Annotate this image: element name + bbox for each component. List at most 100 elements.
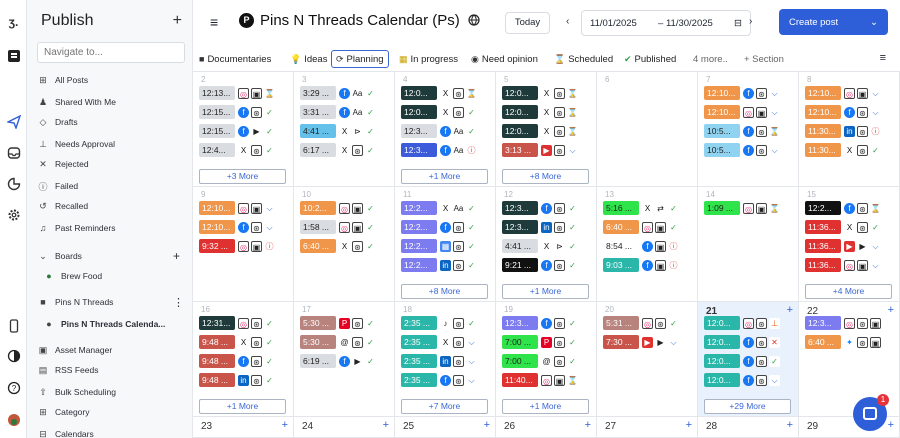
post-item[interactable]: 12:3... f Aa ✓	[401, 124, 477, 138]
post-item[interactable]: 4:41 ... X ⊳ ✓	[502, 239, 578, 253]
post-item[interactable]: 11:36... X ⊛ ✓	[805, 220, 881, 234]
add-board-button[interactable]: +	[173, 249, 181, 263]
tab-5[interactable]: ◉ Need opinion	[471, 50, 538, 68]
add-post-day-button[interactable]: +	[887, 304, 894, 316]
tab-6[interactable]: ⌛ Scheduled	[554, 50, 613, 68]
next-month-icon[interactable]: ›	[749, 16, 753, 27]
post-item[interactable]: 2:35 ... in ⊛ ⌵	[401, 354, 477, 368]
help-icon[interactable]: ?	[6, 380, 21, 395]
calendar-day[interactable]: 18 2:35 ... ♪ ⊛ ✓ 2:35 ... X ⊛ ⌵ 2:35 ... in ⊛ ⌵ 2:35…	[395, 302, 496, 417]
sidebar-item-12[interactable]: ● Pins N Threads Calenda...	[43, 316, 193, 332]
calendar-day[interactable]: 16 12:31... ◎ ⊛ ✓ 9:48 ... X ⊛ ✓ 9:48 ... f ⊛ ✓ 9:48 …	[193, 302, 294, 417]
settings-icon[interactable]	[6, 207, 21, 222]
add-post-day-button[interactable]: +	[584, 419, 591, 431]
sidebar-item-8[interactable]: ♫ Past Reminders	[37, 220, 187, 236]
sidebar-item-15[interactable]: ⇧ Bulk Scheduling	[37, 384, 187, 400]
date-range-picker[interactable]: 11/01/2025 – 11/30/2025 ⊟	[581, 10, 751, 36]
filter-icon[interactable]: ≡	[879, 52, 886, 64]
add-post-day-button[interactable]: +	[483, 419, 490, 431]
post-item[interactable]: 9:03 ... f ▣ ⓘ	[603, 258, 679, 272]
post-item[interactable]: 6:17 ... X ⊛ ✓	[300, 143, 376, 157]
more-options-icon[interactable]: ⋮	[173, 296, 184, 309]
post-item[interactable]: 4:41 ... X ⊳ ✓	[300, 124, 376, 138]
post-item[interactable]: 10:5... f ⊛ ⌵	[704, 143, 780, 157]
post-item[interactable]: 12:0... X ⊛ ✓	[401, 105, 477, 119]
sidebar-item-16[interactable]: ⊞ Category	[37, 404, 187, 420]
post-item[interactable]: 11:40... ◎ ▣ ⌛	[502, 373, 578, 387]
post-item[interactable]: 9:48 ... f ⊛ ✓	[199, 354, 275, 368]
post-item[interactable]: 12:15... f ⊛ ✓	[199, 105, 275, 119]
more-posts-button[interactable]: +3 More	[199, 169, 286, 184]
post-item[interactable]: 12:3... f ⊛ ✓	[502, 316, 578, 330]
post-item[interactable]: 6:40 ... ✦ ⊛ ▣	[805, 335, 881, 349]
post-item[interactable]: 5:16 ... X ⇄ ✓	[603, 201, 679, 215]
add-post-day-button[interactable]: +	[685, 419, 692, 431]
calendar-day[interactable]: 2 12:13... ◎ ▣ ⌛ 12:15... f ⊛ ✓ 12:15... f ▶ ✓ 12:4..…	[193, 72, 294, 187]
add-post-day-button[interactable]: +	[887, 419, 894, 431]
post-item[interactable]: 7:00 ... P ⊛ ✓	[502, 335, 578, 349]
post-item[interactable]: 12:10... ◎ ▣ ⌵	[805, 86, 881, 100]
more-posts-button[interactable]: +1 More	[502, 284, 589, 299]
calendar-day[interactable]: 12 12:3... f ⊛ ✓ 12:3... in ⊛ ✓ 4:41 ... X ⊳ ✓ 9:21 .…	[496, 187, 597, 302]
post-item[interactable]: 12:10... ◎ ▣ ⌵	[704, 105, 780, 119]
workspace-icon[interactable]	[6, 48, 21, 63]
prev-month-icon[interactable]: ‹	[566, 16, 570, 27]
calendar-day[interactable]: 25 +	[395, 417, 496, 438]
chevron-down-icon[interactable]: ⌄	[870, 17, 878, 28]
add-button[interactable]: +	[172, 12, 182, 29]
calendar-day[interactable]: 27 +	[597, 417, 698, 438]
post-item[interactable]: 12:3... ◎ ⊛ ▣	[805, 316, 881, 330]
more-posts-button[interactable]: +8 More	[502, 169, 589, 184]
sidebar-item-9[interactable]: ⌄ Boards	[37, 248, 187, 264]
tab-8[interactable]: 4 more..	[693, 50, 728, 68]
post-item[interactable]: 12:0... X ⊛ ⌛	[502, 86, 578, 100]
calendar-day[interactable]: 3 3:29 ... f Aa ✓ 3:31 ... f Aa ✓ 4:41 ... X ⊳ ✓ 6:17…	[294, 72, 395, 187]
theme-toggle-icon[interactable]	[6, 348, 21, 363]
calendar-day[interactable]: 13 5:16 ... X ⇄ ✓ 6:40 ... ◎ ▣ ✓ 8:54 ... f ▣ ⓘ 9:03 …	[597, 187, 698, 302]
more-posts-button[interactable]: +1 More	[199, 399, 286, 414]
calendar-day[interactable]: 11 12:2... X Aa ✓ 12:2... f ⊛ ✓ 12:2... ▦ ⊛ ✓ 12:2...…	[395, 187, 496, 302]
post-item[interactable]: 12:10... f ⊛ ⌵	[704, 86, 780, 100]
calendar-day[interactable]: 5 12:0... X ⊛ ⌛ 12:0... X ⊛ ⌛ 12:0... X ⊛ ⌛ 3:13 ... ▶…	[496, 72, 597, 187]
publish-icon[interactable]	[6, 114, 21, 129]
post-item[interactable]: 12:4... X ⊛ ✓	[199, 143, 275, 157]
tab-1[interactable]: ■ Documentaries	[199, 50, 271, 68]
calendar-day[interactable]: 28 +	[698, 417, 799, 438]
post-item[interactable]: 12:0... f ⊛ ⌵	[704, 373, 780, 387]
post-item[interactable]: 12:0... f ⊛ ✓	[704, 354, 780, 368]
calendar-day[interactable]: 24 +	[294, 417, 395, 438]
user-avatar[interactable]	[6, 412, 21, 427]
post-item[interactable]: 3:29 ... f Aa ✓	[300, 86, 376, 100]
calendar-day[interactable]: 7 12:10... f ⊛ ⌵ 12:10... ◎ ▣ ⌵ 10:5... f ⊛ ⌛ 10:5...…	[698, 72, 799, 187]
app-logo[interactable]: ʒ.	[8, 14, 19, 29]
sidebar-item-7[interactable]: ↺ Recalled	[37, 198, 187, 214]
calendar-day[interactable]: 6	[597, 72, 698, 187]
tab-7[interactable]: ✔ Published	[624, 50, 676, 68]
post-item[interactable]: 12:13... ◎ ▣ ⌛	[199, 86, 275, 100]
post-item[interactable]: 12:3... f ⊛ ✓	[502, 201, 578, 215]
post-item[interactable]: 11:36... ◎ ▣ ⌵	[805, 258, 881, 272]
more-posts-button[interactable]: +29 More	[704, 399, 791, 414]
post-item[interactable]: 9:21 ... f ⊛ ✓	[502, 258, 578, 272]
post-item[interactable]: 2:35 ... X ⊛ ⌵	[401, 335, 477, 349]
calendar-day[interactable]: 17 5:30 ... P ⊛ ✓ 5:30 ... @ ⊛ ✓ 6:19 ... f ▶ ✓	[294, 302, 395, 417]
navigate-input[interactable]	[37, 42, 185, 63]
post-item[interactable]: 12:0... X ⊛ ⌛	[401, 86, 477, 100]
more-posts-button[interactable]: +7 More	[401, 399, 488, 414]
sidebar-item-10[interactable]: ● Brew Food	[43, 268, 193, 284]
post-item[interactable]: 11:36... ▶ ▶ ⌵	[805, 239, 881, 253]
post-item[interactable]: 12:0... f ⊛ ✕	[704, 335, 780, 349]
post-item[interactable]: 2:35 ... f ⊛ ⌵	[401, 373, 477, 387]
tab-9[interactable]: + Section	[744, 50, 784, 68]
calendar-day[interactable]: 22 +12:3... ◎ ⊛ ▣ 6:40 ... ✦ ⊛ ▣	[799, 302, 900, 417]
post-item[interactable]: 1:58 ... ◎ ▣ ✓	[300, 220, 376, 234]
more-posts-button[interactable]: +1 More	[401, 169, 488, 184]
post-item[interactable]: 12:15... f ▶ ✓	[199, 124, 275, 138]
inbox-icon[interactable]	[6, 145, 21, 160]
post-item[interactable]: 10:5... f ⊛ ⌛	[704, 124, 780, 138]
post-item[interactable]: 12:3... f Aa ⓘ	[401, 143, 477, 157]
tab-4[interactable]: ▦ In progress	[399, 50, 458, 68]
today-button[interactable]: Today	[505, 12, 550, 34]
post-item[interactable]: 11:30... in ⊛ ⓘ	[805, 124, 881, 138]
sidebar-item-17[interactable]: ⊟ Calendars	[37, 426, 187, 438]
